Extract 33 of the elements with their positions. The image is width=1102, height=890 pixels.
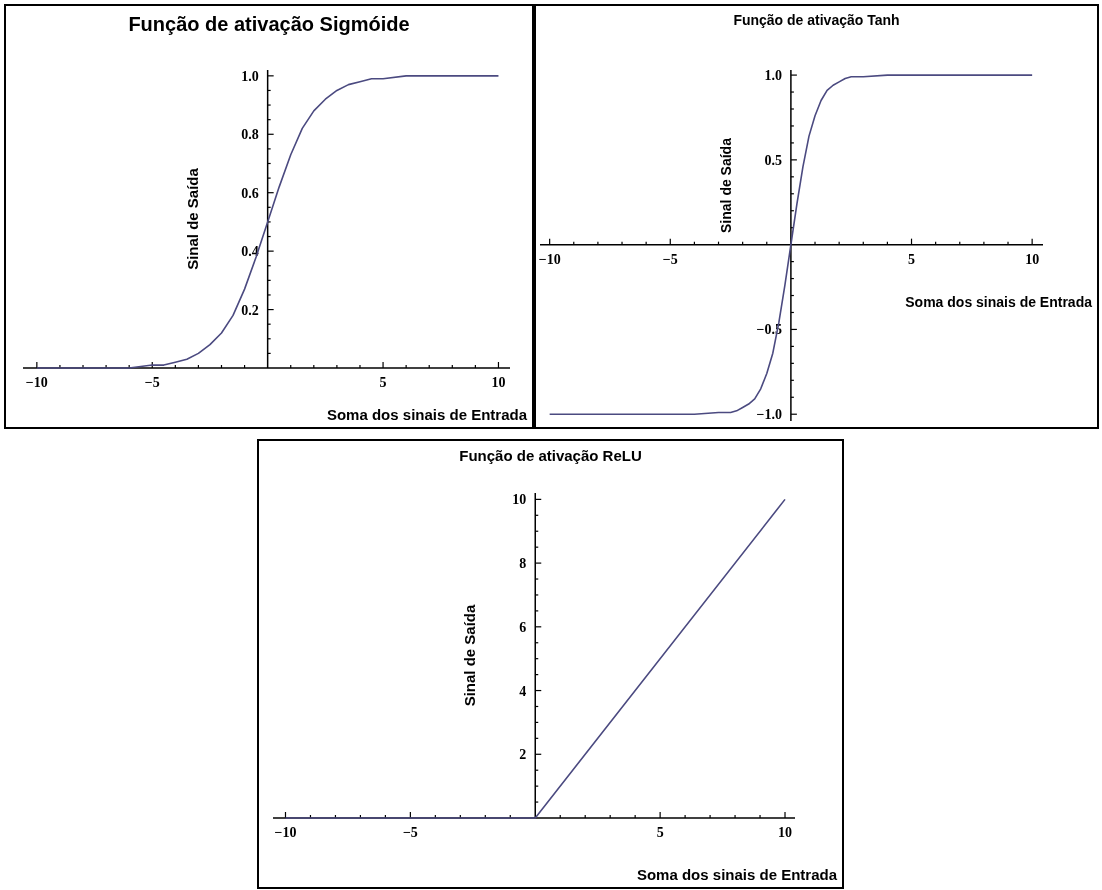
y-tick-label: 0.2 <box>241 302 259 318</box>
y-tick-label: 2 <box>519 747 527 763</box>
y-tick-label: 1.0 <box>241 68 259 84</box>
y-tick-label: −1.0 <box>756 407 782 423</box>
x-tick-label: −10 <box>538 251 561 267</box>
y-axis-title: Sinal de Saída <box>461 604 479 707</box>
y-tick-label: 0.8 <box>241 127 259 143</box>
chart-title: Função de ativação Sigmóide <box>128 13 410 35</box>
x-axis-title: Soma dos sinais de Entrada <box>326 406 528 423</box>
y-tick-label: 8 <box>519 556 527 572</box>
x-tick-label: −5 <box>402 825 418 840</box>
x-tick-label: −5 <box>662 251 678 267</box>
x-tick-label: −5 <box>144 375 160 390</box>
x-tick-label: 10 <box>491 375 506 390</box>
y-tick-label: 10 <box>512 492 527 508</box>
x-tick-label: 5 <box>656 825 664 840</box>
x-tick-label: −10 <box>25 375 48 390</box>
y-tick-label: 4 <box>519 683 527 699</box>
x-tick-label: 10 <box>778 825 793 840</box>
x-tick-label: 10 <box>1025 251 1040 267</box>
y-tick-label: 0.5 <box>764 152 782 168</box>
x-tick-label: 5 <box>379 375 387 390</box>
x-tick-label: 5 <box>908 251 916 267</box>
y-tick-label: 6 <box>519 619 527 635</box>
y-axis-title: Sinal de Saída <box>183 167 201 270</box>
chart-title: Função de ativação ReLU <box>459 447 642 464</box>
x-axis-title: Soma dos sinais de Entrada <box>905 293 1093 310</box>
y-axis-title: Sinal de Saída <box>717 137 734 233</box>
y-tick-label: 1.0 <box>764 68 782 84</box>
x-tick-label: −10 <box>274 825 297 840</box>
y-tick-label: 0.6 <box>241 185 259 201</box>
chart-title: Função de ativação Tanh <box>733 12 900 28</box>
x-axis-title: Soma dos sinais de Entrada <box>636 866 838 883</box>
